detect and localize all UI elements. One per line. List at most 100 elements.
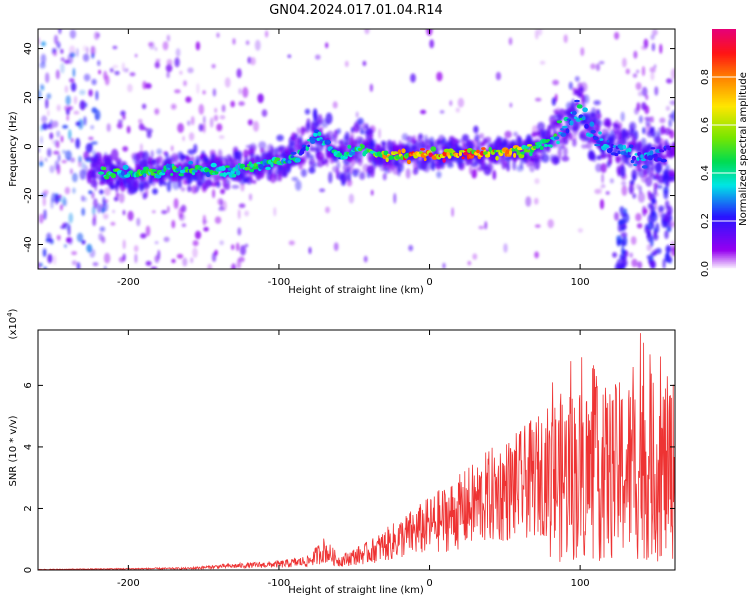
spectrogram-noise-blob <box>244 243 249 248</box>
spectrogram-noise-blob <box>599 199 605 210</box>
spectrogram-noise-blob <box>112 209 115 214</box>
colorbar-segment <box>712 197 736 200</box>
spectrogram-noise-blob <box>325 206 330 214</box>
snr-y-label: SNR (10 * v/v) <box>8 415 19 486</box>
spectrogram-signal-blob <box>582 107 588 113</box>
spectrogram-noise-blob <box>651 43 655 52</box>
spectrogram-halo-blob <box>622 235 628 247</box>
colorbar-tick-label: 0.0 <box>700 261 711 277</box>
spectrogram-signal-blob <box>556 140 560 145</box>
spectrogram-halo-blob <box>479 133 485 139</box>
colorbar-segment <box>712 137 736 140</box>
spectrogram-noise-blob <box>162 41 169 51</box>
colorbar-segment <box>712 157 736 160</box>
spectrogram-noise-blob <box>72 172 78 183</box>
spectrogram-halo-blob <box>382 173 387 181</box>
spectrogram-noise-blob <box>614 211 619 221</box>
spectrogram-halo-blob <box>414 166 419 174</box>
spectrogram-noise-blob <box>110 221 116 226</box>
spectrogram-noise-blob <box>97 60 101 66</box>
spectrogram-halo-blob <box>525 134 533 143</box>
spectrogram-halo-blob <box>638 185 643 194</box>
spectrogram-noise-blob <box>224 77 231 88</box>
spectrogram-noise-blob <box>65 150 72 161</box>
spectrogram-noise-blob <box>166 59 173 66</box>
spectrogram-noise-blob <box>653 187 657 195</box>
spectrogram-noise-blob <box>86 243 93 253</box>
spectrogram-noise-blob <box>244 210 249 217</box>
spectrogram-noise-blob <box>654 86 659 96</box>
spectrogram-halo-blob <box>187 185 192 193</box>
spectrogram-halo-blob <box>571 125 579 132</box>
colorbar-segment <box>712 195 736 198</box>
spectrogram-noise-blob <box>195 41 201 51</box>
spectrogram-noise-blob <box>84 102 88 108</box>
spectrogram-signal-blob <box>235 164 239 170</box>
colorbar-segment <box>712 217 736 220</box>
spectrogram-noise-blob <box>55 194 58 205</box>
spectrogram-noise-blob <box>253 120 259 132</box>
colorbar-segment <box>712 55 736 58</box>
spectrogram-halo-blob <box>658 205 665 212</box>
colorbar-segment <box>712 73 736 76</box>
spectrogram-noise-blob <box>117 119 123 124</box>
snr-y-tick-label: 4 <box>23 444 34 450</box>
spectrogram-noise-blob <box>635 213 642 222</box>
colorbar-segment <box>712 45 736 48</box>
spectrogram-signal-blob <box>311 137 317 141</box>
spectrogram-halo-blob <box>359 171 366 180</box>
spectrogram-noise-blob <box>167 205 170 213</box>
spectrogram-noise-blob <box>344 60 349 68</box>
colorbar-segment <box>712 41 736 44</box>
spectrogram-noise-blob <box>547 219 554 229</box>
spectrogram-halo-blob <box>620 226 625 232</box>
spectrogram-noise-blob <box>192 240 199 247</box>
spectrogram-noise-blob <box>645 94 649 101</box>
spectrogram-noise-blob <box>41 123 49 130</box>
spectrogram-signal-blob <box>287 160 292 164</box>
spectrogram-signal-blob <box>640 154 644 159</box>
spectrogram-noise-blob <box>174 57 180 68</box>
spectrogram-signal-blob <box>442 158 446 163</box>
colorbar-segment <box>712 237 736 240</box>
spectrogram-noise-blob <box>216 32 220 38</box>
spectrogram-noise-blob <box>552 79 559 86</box>
spectrogram-noise-blob <box>363 255 368 263</box>
spectrogram-noise-blob <box>39 160 44 167</box>
spectrogram-signal-blob <box>182 169 186 173</box>
colorbar-segment <box>712 107 736 110</box>
spectrogram-halo-blob <box>328 171 333 184</box>
spectrogram-noise-blob <box>221 104 226 113</box>
spectrogram-noise-blob <box>142 80 147 90</box>
spectrogram-noise-blob <box>478 225 485 230</box>
spectrogram-noise-blob <box>80 162 86 169</box>
spectrogram-noise-blob <box>58 194 62 199</box>
colorbar-segment <box>712 71 736 74</box>
colorbar-segment <box>712 151 736 154</box>
spectrogram-signal-blob <box>569 120 574 126</box>
spectrogram-signal-blob <box>598 131 602 135</box>
spectrogram-noise-blob <box>71 251 77 256</box>
spectrogram-signal-blob <box>274 157 281 161</box>
spectrogram-y-tick-label: 40 <box>23 42 34 55</box>
spectrogram-noise-blob <box>83 73 91 82</box>
spectrogram-noise-blob <box>471 168 478 179</box>
spectrogram-halo-blob <box>308 166 316 174</box>
spectrogram-halo-blob <box>553 156 560 165</box>
spectrogram-noise-blob <box>265 30 269 38</box>
spectrogram-halo-blob <box>645 119 651 127</box>
colorbar-tick-label: 0.6 <box>700 117 711 133</box>
colorbar-segment <box>712 121 736 124</box>
colorbar-segment <box>712 61 736 64</box>
spectrogram-noise-blob <box>57 197 62 202</box>
spectrogram-halo-blob <box>358 157 363 163</box>
spectrogram-signal-blob <box>617 150 621 155</box>
spectrogram-halo-blob <box>142 150 150 162</box>
spectrogram-signal-blob <box>487 151 491 156</box>
spectrogram-halo-blob <box>504 130 512 139</box>
spectrogram-signal-blob <box>576 104 583 109</box>
spectrogram-noise-blob <box>47 124 54 130</box>
spectrogram-halo-blob <box>637 191 646 203</box>
spectrogram-signal-blob <box>553 136 560 140</box>
colorbar-segment <box>712 33 736 36</box>
